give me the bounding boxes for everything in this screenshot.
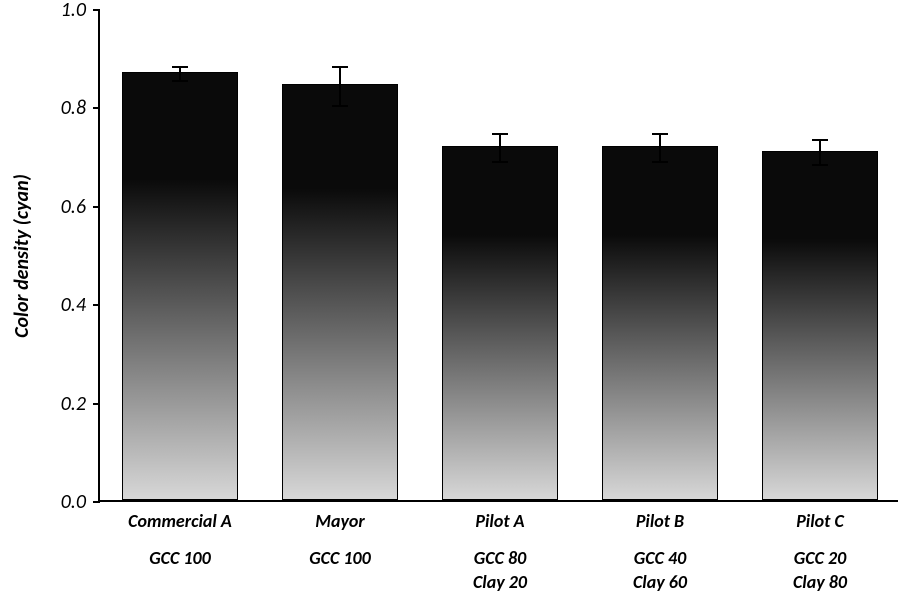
error-cap (172, 66, 188, 68)
x-tick-label: Pilot C GCC 20Clay 80 (740, 500, 900, 594)
category-sub2: Clay 20 (420, 571, 580, 594)
error-cap (492, 161, 508, 163)
x-tick-label: Mayor GCC 100 (260, 500, 420, 569)
y-tick-label: 0.4 (61, 293, 100, 317)
y-axis-title: Color density (cyan) (10, 174, 34, 338)
y-tick-label: 1.0 (61, 0, 100, 22)
error-cap (172, 80, 188, 82)
error-cap (492, 133, 508, 135)
bar (282, 84, 397, 500)
error-cap (812, 139, 828, 141)
category-name: Pilot B (580, 510, 740, 533)
y-tick-label: 0.0 (61, 490, 100, 514)
category-name: Commercial A (100, 510, 260, 533)
category-sub1: GCC 40 (580, 547, 740, 570)
category-sub1: GCC 80 (420, 547, 580, 570)
bar (762, 151, 877, 500)
error-bar (339, 67, 341, 106)
y-tick-label: 0.6 (61, 195, 100, 219)
x-tick-label: Pilot A GCC 80Clay 20 (420, 500, 580, 594)
category-sub1: GCC 100 (100, 547, 260, 570)
category-sub2: Clay 80 (740, 571, 900, 594)
error-bar (659, 134, 661, 162)
category-name: Pilot C (740, 510, 900, 533)
error-bar (179, 67, 181, 82)
y-tick-label: 0.2 (61, 392, 100, 416)
error-bar (499, 134, 501, 162)
error-cap (652, 161, 668, 163)
chart-container: Color density (cyan) 0.00.20.40.60.81.0C… (0, 0, 918, 612)
category-name: Mayor (260, 510, 420, 533)
error-cap (812, 164, 828, 166)
bar (602, 146, 717, 500)
error-bar (819, 140, 821, 165)
bar (442, 146, 557, 500)
category-sub2: Clay 60 (580, 571, 740, 594)
x-tick-label: Pilot B GCC 40Clay 60 (580, 500, 740, 594)
error-cap (332, 66, 348, 68)
x-tick-label: Commercial A GCC 100 (100, 500, 260, 569)
error-cap (332, 105, 348, 107)
plot-area: 0.00.20.40.60.81.0Commercial AGCC 100May… (98, 10, 898, 502)
bar (122, 72, 237, 500)
error-cap (652, 133, 668, 135)
category-sub1: GCC 100 (260, 547, 420, 570)
category-sub1: GCC 20 (740, 547, 900, 570)
y-tick-label: 0.8 (61, 96, 100, 120)
category-name: Pilot A (420, 510, 580, 533)
